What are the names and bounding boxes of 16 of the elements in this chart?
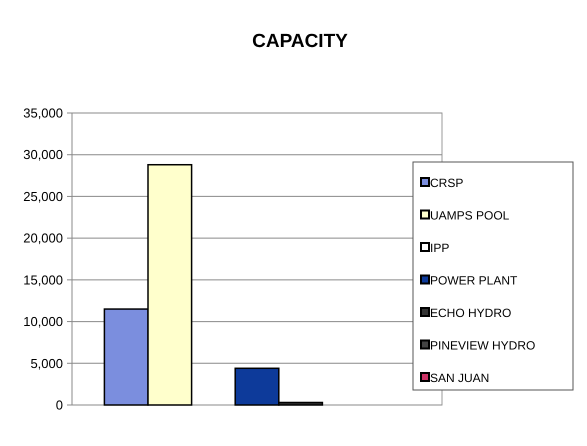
- y-tick-label: 0: [56, 398, 63, 412]
- legend-label: ECHO HYDRO: [430, 306, 512, 320]
- legend-label: CRSP: [430, 176, 464, 190]
- y-tick-label: 10,000: [23, 314, 63, 330]
- legend-label: POWER PLANT: [430, 274, 518, 288]
- y-tick-label: 30,000: [23, 147, 63, 162]
- legend-label: IPP: [430, 241, 450, 255]
- y-tick-label: 20,000: [23, 230, 63, 246]
- chart-title: CAPACITY: [252, 31, 348, 52]
- legend-label: UAMPS POOL: [430, 208, 510, 222]
- y-tick-label: 25,000: [23, 188, 63, 204]
- legend-label: SAN JUAN: [430, 371, 490, 385]
- legend-label: PINEVIEW HYDRO: [430, 338, 536, 352]
- y-tick-label: 15,000: [23, 272, 63, 288]
- y-tick-label: 35,000: [23, 106, 63, 120]
- y-tick-label: 5,000: [30, 356, 63, 371]
